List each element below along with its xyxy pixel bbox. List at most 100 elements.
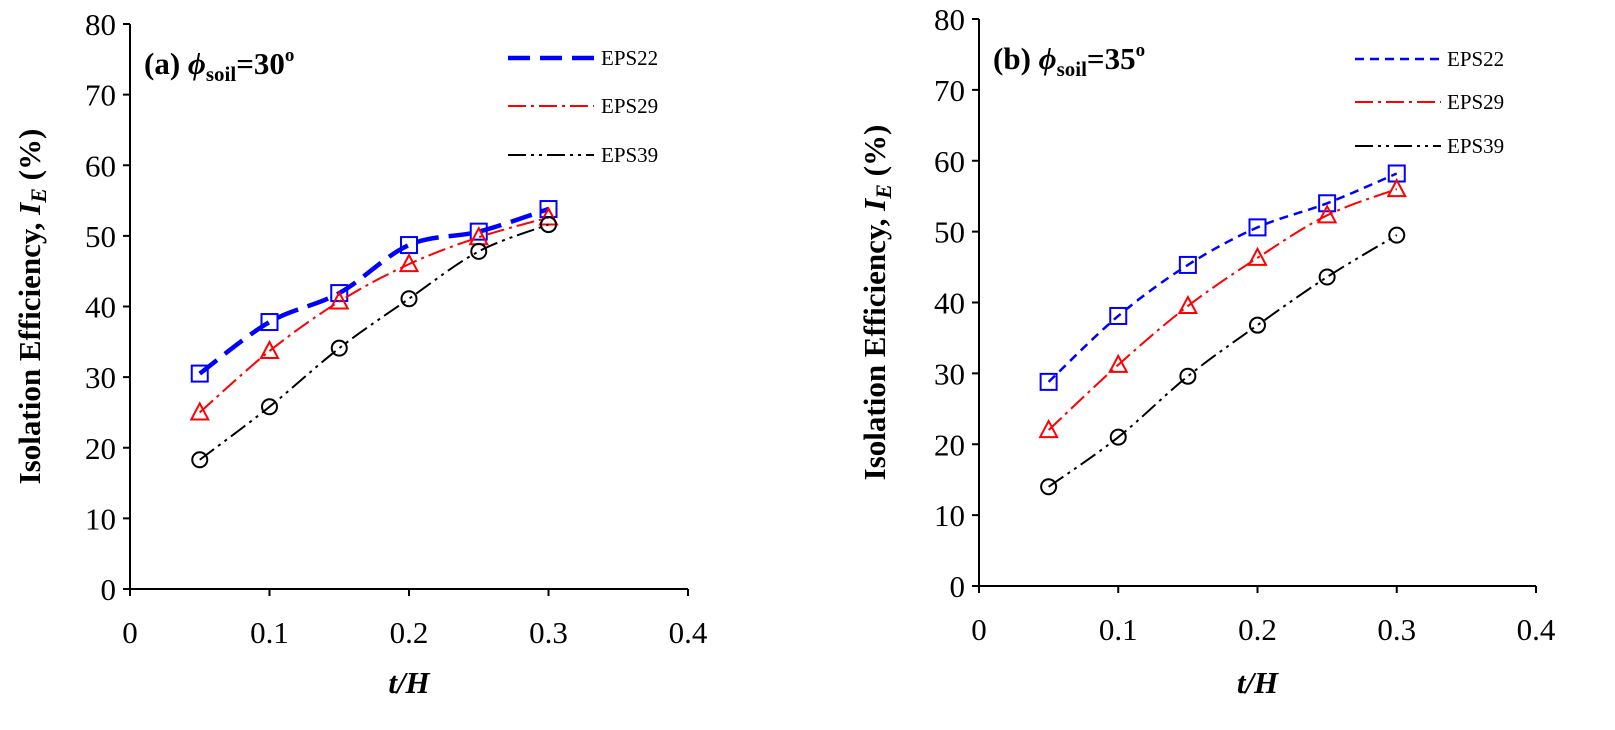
panel-label: (a) ϕsoil=30o [144, 45, 294, 86]
y-tick-label: 80 [85, 7, 116, 42]
panel-label-letter: (a) [144, 46, 188, 81]
series-line-eps39 [199, 223, 549, 461]
x-tick-label: 0.3 [1377, 612, 1416, 647]
y-axis-label-sub: E [871, 184, 896, 200]
legend-label-eps22: EPS22 [1447, 47, 1504, 71]
data-point-eps39 [191, 451, 209, 469]
series-eps39 [191, 216, 557, 469]
data-point-eps22 [400, 236, 418, 255]
phi-value: =30 [236, 46, 285, 81]
y-tick-label: 30 [85, 360, 116, 395]
y-axis-label-sub: E [26, 188, 51, 204]
y-tick-label: 40 [85, 290, 116, 325]
data-point-eps29 [398, 252, 420, 273]
panel-label-letter: (b) [993, 41, 1039, 76]
series-line-eps39 [1048, 234, 1398, 488]
data-point-eps22 [260, 313, 279, 332]
y-tick-label: 0 [950, 569, 966, 604]
y-tick-label: 80 [934, 2, 965, 37]
y-tick-label: 40 [934, 286, 965, 321]
series-line-eps22 [198, 206, 550, 376]
x-tick-label: 0.4 [1517, 612, 1556, 647]
data-point-eps39 [540, 216, 557, 234]
y-axis-label-unit: (%) [857, 125, 892, 184]
data-point-eps39 [1179, 367, 1197, 385]
x-tick-label: 0.2 [390, 615, 429, 650]
series-line-eps29 [1047, 188, 1398, 431]
data-point-eps29 [189, 401, 210, 421]
series-eps39 [1040, 226, 1406, 496]
data-point-eps22 [1248, 218, 1267, 237]
phi-symbol: ϕ [1039, 41, 1057, 76]
panel-a: 0 10 20 30 40 50 60 70 80 0 0.1 0.2 0.3 0.4 t/H Isolati… [12, 7, 708, 700]
data-point-eps29 [1108, 353, 1129, 373]
data-point-eps29 [1038, 418, 1059, 439]
data-point-eps39 [1040, 478, 1058, 496]
legend-label-eps39: EPS39 [601, 143, 658, 167]
y-tick-label: 10 [934, 498, 965, 533]
data-point-eps39 [470, 242, 488, 260]
data-point-eps22 [1039, 372, 1058, 391]
data-point-eps39 [1249, 316, 1266, 334]
y-tick-label: 50 [934, 215, 965, 250]
y-tick-label: 30 [934, 356, 965, 391]
data-point-eps39 [1109, 428, 1127, 446]
y-axis-label-var: I [12, 202, 47, 216]
data-point-eps22 [469, 222, 488, 241]
y-axis-label: Isolation Efficiency, IE (%) [857, 125, 896, 481]
data-point-eps29 [1386, 177, 1407, 198]
y-axis-label-text: Isolation Efficiency, [857, 211, 892, 481]
x-tick-label: 0.3 [529, 615, 568, 650]
legend-label-eps29: EPS29 [1447, 90, 1504, 114]
y-axis-label-unit: (%) [12, 129, 47, 188]
x-tick-label: 0.1 [1099, 612, 1138, 647]
x-axis-label: t/H [1237, 665, 1279, 700]
legend-label-eps39: EPS39 [1447, 134, 1504, 158]
data-point-eps22 [1178, 255, 1197, 274]
phi-unit: o [1136, 40, 1146, 61]
legend-label-eps29: EPS29 [601, 94, 658, 118]
x-tick-label: 0.4 [669, 615, 708, 650]
data-point-eps22 [1318, 194, 1337, 213]
y-axis-label-text: Isolation Efficiency, [12, 215, 47, 485]
data-point-eps29 [329, 290, 350, 310]
data-point-eps39 [330, 339, 348, 357]
data-point-eps39 [1388, 226, 1406, 244]
data-point-eps39 [400, 290, 418, 308]
x-tick-label: 0.1 [250, 615, 289, 650]
phi-unit: o [285, 45, 295, 66]
panel-label: (b) ϕsoil=35o [993, 40, 1145, 81]
data-point-eps29 [1177, 294, 1199, 315]
y-tick-label: 50 [85, 219, 116, 254]
data-point-eps22 [1109, 306, 1128, 325]
x-tick-label: 0 [122, 615, 138, 650]
phi-subscript: soil [206, 62, 237, 86]
phi-symbol: ϕ [188, 46, 206, 81]
panel-b: 0 10 20 30 40 50 60 70 80 0 0.1 0.2 0.3 0.4 t/H Isolati… [857, 2, 1556, 700]
data-point-eps39 [1318, 268, 1336, 286]
data-point-eps29 [1247, 246, 1268, 266]
x-tick-label: 0 [971, 612, 987, 647]
phi-value: =35 [1087, 41, 1136, 76]
phi-subscript: soil [1057, 57, 1088, 81]
series-eps29 [1038, 177, 1407, 439]
x-tick-label: 0.2 [1238, 612, 1277, 647]
series-line-eps22 [1047, 172, 1398, 383]
y-tick-label: 70 [85, 78, 116, 113]
data-point-eps29 [1316, 204, 1338, 224]
y-axis-label: Isolation Efficiency, IE (%) [12, 129, 51, 485]
y-tick-label: 20 [934, 427, 965, 462]
data-point-eps39 [261, 398, 278, 416]
y-tick-label: 20 [85, 431, 116, 466]
series-eps22 [1039, 164, 1406, 391]
series-line-eps29 [199, 216, 549, 414]
data-point-eps22 [190, 364, 209, 383]
y-tick-label: 60 [85, 148, 116, 183]
data-point-eps29 [259, 339, 280, 359]
x-axis-label: t/H [388, 665, 430, 700]
y-axis-label-var: I [857, 198, 892, 212]
y-tick-label: 70 [934, 73, 965, 108]
series-eps22 [190, 200, 558, 383]
